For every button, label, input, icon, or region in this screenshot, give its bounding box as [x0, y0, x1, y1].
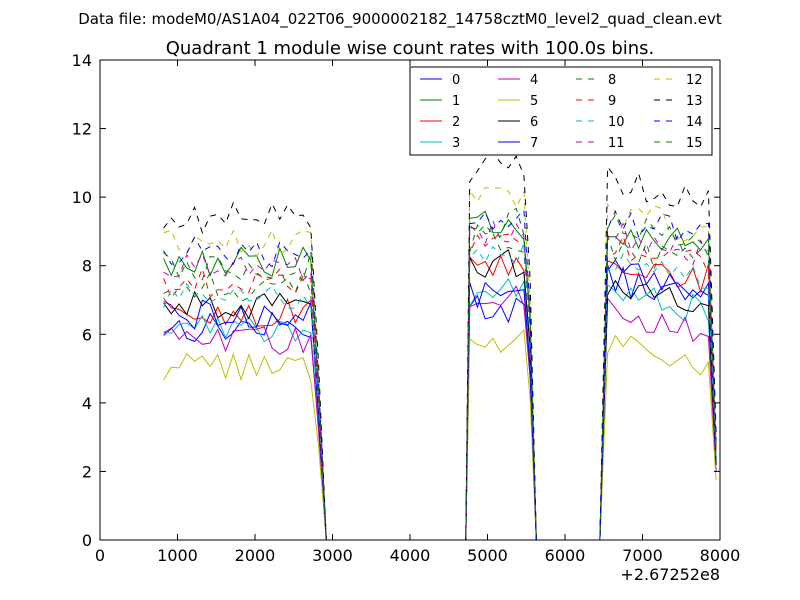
y-tick-label: 4 [82, 394, 92, 413]
series-line-3 [163, 278, 717, 541]
y-tick-label: 10 [72, 188, 92, 207]
legend-label-8: 8 [608, 73, 616, 88]
series-line-10 [163, 242, 717, 541]
x-tick-label: 3000 [312, 546, 353, 565]
chart-suptitle: Data file: modeM0/AS1A04_022T06_90000021… [78, 10, 722, 29]
x-tick-label: 2000 [235, 546, 276, 565]
axes-layer: 0 1000 2000 3000 4000 5000 6000 7000 80000246810… [72, 51, 741, 565]
x-tick-label: 1000 [157, 546, 198, 565]
series-line-11 [163, 219, 717, 541]
y-tick-label: 0 [82, 531, 92, 550]
series-line-8 [163, 224, 717, 541]
legend-label-4: 4 [530, 73, 538, 88]
y-tick-label: 14 [72, 51, 92, 70]
series-line-15 [163, 207, 717, 541]
y-tick-label: 2 [82, 462, 92, 481]
x-tick-label: 5000 [467, 546, 508, 565]
x-tick-label: 7000 [622, 546, 663, 565]
series-line-9 [163, 233, 717, 541]
legend-label-13: 13 [686, 94, 703, 109]
series-line-7 [163, 259, 717, 541]
x-tick-label: 4000 [390, 546, 431, 565]
x-tick-label: 6000 [545, 546, 586, 565]
series-line-13 [163, 151, 717, 541]
legend-label-7: 7 [530, 136, 538, 151]
x-offset-label: +2.67252e8 [620, 565, 720, 584]
legend-label-2: 2 [452, 115, 460, 130]
series-line-6 [163, 248, 717, 541]
series-line-4 [163, 285, 717, 541]
legend-label-12: 12 [686, 73, 703, 88]
legend-label-3: 3 [452, 136, 460, 151]
series-line-0 [163, 264, 717, 541]
series-line-1 [163, 210, 717, 541]
chart-title: Quadrant 1 module wise count rates with … [166, 38, 655, 59]
series-line-2 [163, 254, 717, 541]
legend-label-11: 11 [608, 136, 625, 151]
legend-label-6: 6 [530, 115, 538, 130]
legend-label-1: 1 [452, 94, 460, 109]
legend-label-14: 14 [686, 115, 703, 130]
legend-label-15: 15 [686, 136, 703, 151]
legend-label-9: 9 [608, 94, 616, 109]
legend-box [409, 66, 713, 156]
series-line-5 [163, 328, 717, 541]
legend-label-10: 10 [608, 115, 625, 130]
series-layer [163, 151, 717, 541]
x-tick-label: 8000 [700, 546, 741, 565]
legend-label-0: 0 [452, 73, 460, 88]
y-tick-label: 8 [82, 257, 92, 276]
y-tick-label: 12 [72, 120, 92, 139]
x-tick-label: 0 [95, 546, 105, 565]
legend-label-5: 5 [530, 94, 538, 109]
y-tick-label: 6 [82, 325, 92, 344]
